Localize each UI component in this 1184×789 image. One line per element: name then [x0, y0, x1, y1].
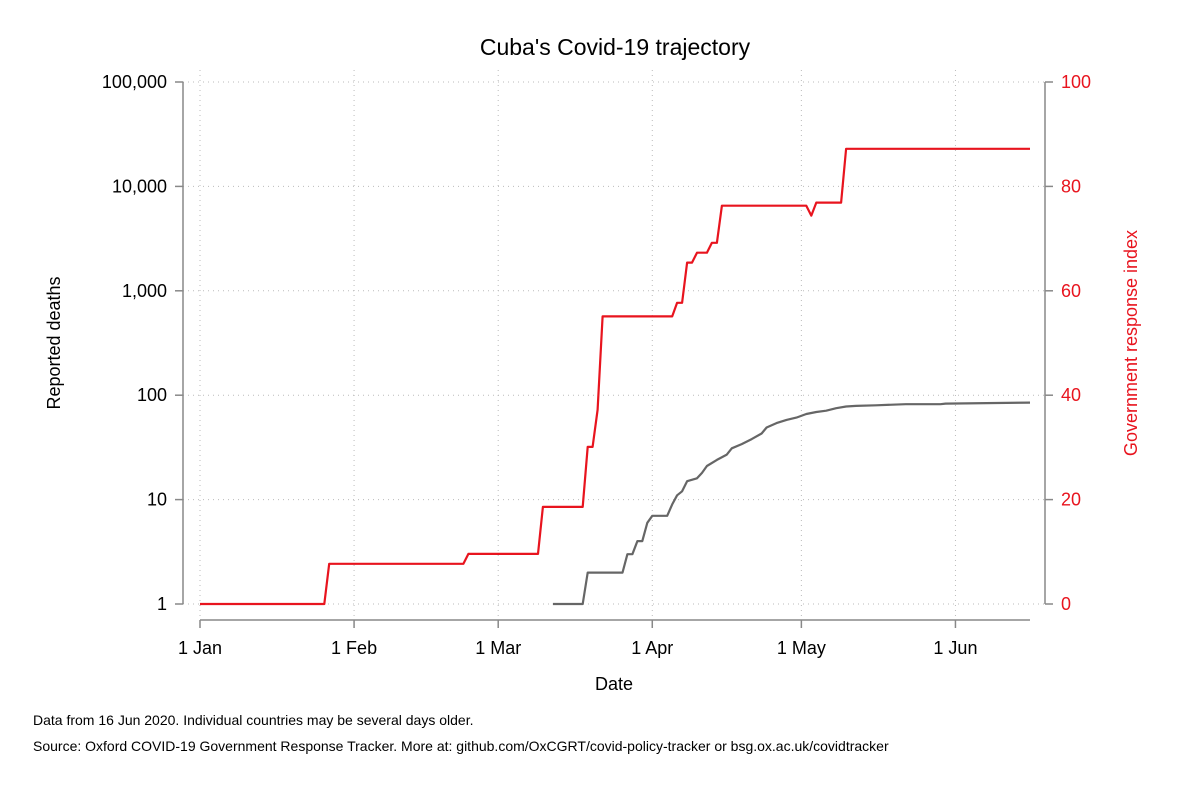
- data-date-note: Data from 16 Jun 2020. Individual countr…: [33, 712, 474, 728]
- y-right-tick-label: 60: [1061, 281, 1081, 301]
- y-left-tick-label: 100,000: [102, 72, 167, 92]
- x-tick-label: 1 Jan: [178, 638, 222, 658]
- x-tick-label: 1 Mar: [475, 638, 521, 658]
- chart: 1 Jan 1 Feb 1 Mar 1 Apr 1 May 1 Jun 1 10 100 1,00…: [44, 34, 1141, 694]
- y-left-tick-label: 100: [137, 385, 167, 405]
- y-right-tick-label: 100: [1061, 72, 1091, 92]
- x-axis-label: Date: [595, 674, 633, 694]
- x-tick-label: 1 May: [777, 638, 826, 658]
- y-right-tick-label: 80: [1061, 176, 1081, 196]
- y-left-tick-label: 1: [157, 594, 167, 614]
- y-left-tick-label: 10: [147, 490, 167, 510]
- y-axis-right-label: Government response index: [1121, 230, 1141, 456]
- series: [200, 147, 1031, 606]
- y-right-tick-label: 0: [1061, 594, 1071, 614]
- y-right-tick-label: 40: [1061, 385, 1081, 405]
- deaths-series-line: [552, 401, 1031, 606]
- y-left-tick-label: 1,000: [122, 281, 167, 301]
- grid-lines: [183, 70, 1045, 620]
- response-index-series-line: [200, 147, 1030, 606]
- chart-title: Cuba's Covid-19 trajectory: [480, 34, 751, 60]
- y-left-tick-label: 10,000: [112, 176, 167, 196]
- x-tick-label: 1 Apr: [631, 638, 673, 658]
- x-tick-label: 1 Feb: [331, 638, 377, 658]
- x-tick-label: 1 Jun: [933, 638, 977, 658]
- y-right-tick-label: 20: [1061, 490, 1081, 510]
- y-axis-left-label: Reported deaths: [44, 276, 64, 409]
- axes: 1 Jan 1 Feb 1 Mar 1 Apr 1 May 1 Jun 1 10 100 1,00…: [102, 72, 1091, 658]
- source-note: Source: Oxford COVID-19 Government Respo…: [33, 738, 889, 754]
